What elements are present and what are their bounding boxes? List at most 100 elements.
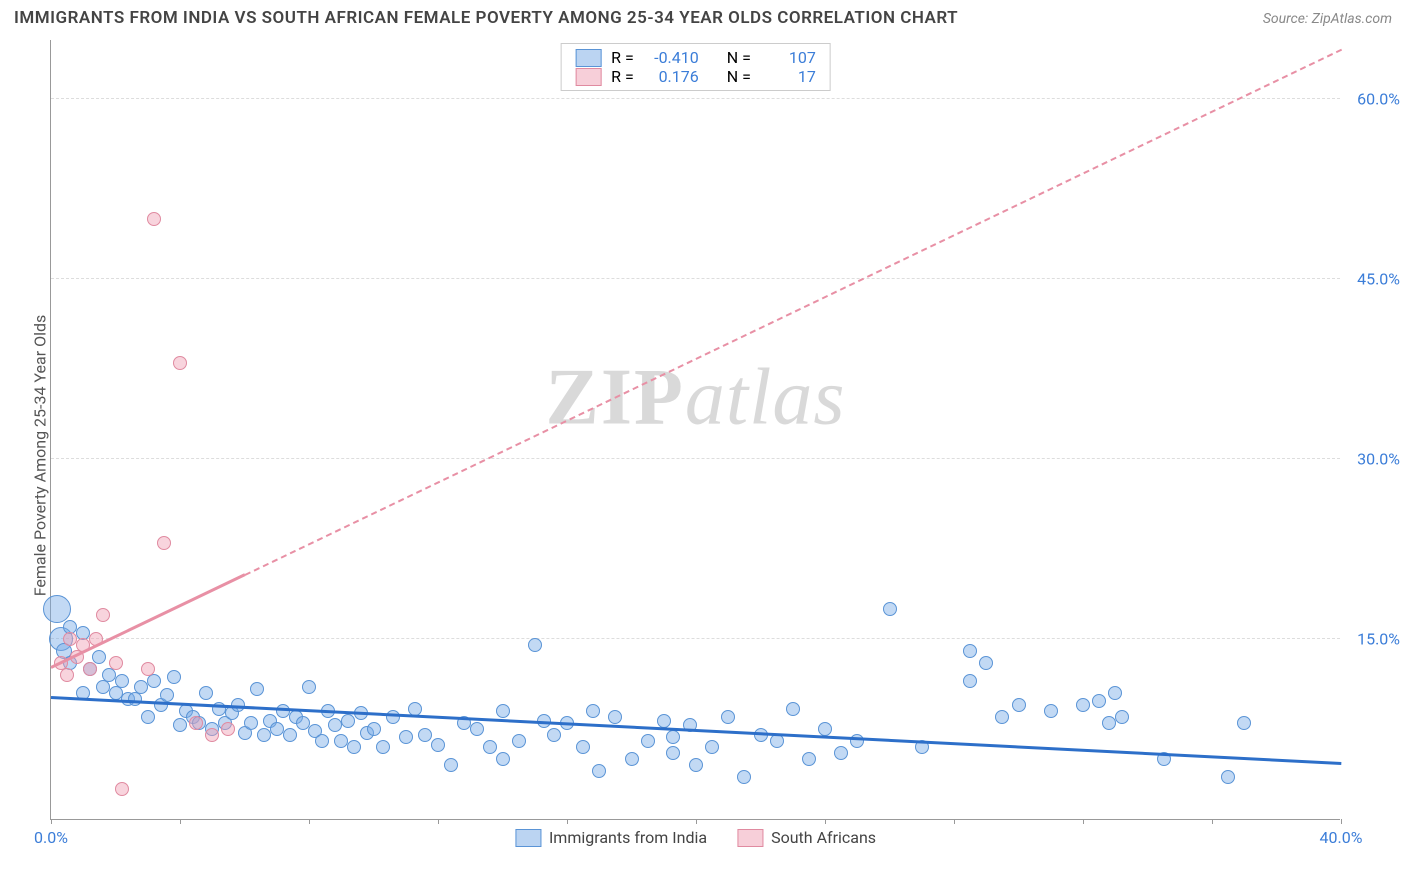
n-label: N = bbox=[727, 67, 751, 86]
x-tick bbox=[567, 819, 568, 824]
bottom-swatch-pink bbox=[737, 829, 763, 847]
scatter-point bbox=[576, 740, 590, 754]
scatter-point bbox=[1237, 716, 1251, 730]
scatter-point bbox=[496, 752, 510, 766]
x-tick bbox=[309, 819, 310, 824]
scatter-point bbox=[141, 662, 155, 676]
scatter-point bbox=[347, 740, 361, 754]
plot-area: ZIPatlas R = -0.410 N = 107 R = 0.176 N … bbox=[50, 40, 1340, 820]
scatter-point bbox=[270, 722, 284, 736]
scatter-point bbox=[1012, 698, 1026, 712]
scatter-point bbox=[173, 718, 187, 732]
scatter-point bbox=[102, 668, 116, 682]
scatter-point bbox=[963, 644, 977, 658]
y-tick-label: 45.0% bbox=[1357, 270, 1400, 289]
r-value-pink: 0.176 bbox=[644, 67, 699, 86]
scatter-point bbox=[173, 356, 187, 370]
legend-swatch-blue bbox=[575, 49, 601, 67]
x-tick bbox=[1341, 819, 1342, 824]
scatter-point bbox=[334, 734, 348, 748]
scatter-point bbox=[386, 710, 400, 724]
scatter-point bbox=[963, 674, 977, 688]
x-tick-label: 0.0% bbox=[34, 828, 68, 847]
scatter-point bbox=[444, 758, 458, 772]
scatter-point bbox=[96, 608, 110, 622]
scatter-point bbox=[367, 722, 381, 736]
scatter-point bbox=[141, 710, 155, 724]
scatter-point bbox=[666, 730, 680, 744]
gridline bbox=[51, 98, 1340, 99]
scatter-point bbox=[109, 686, 123, 700]
scatter-point bbox=[250, 682, 264, 696]
bottom-legend-label-pink: South Africans bbox=[771, 828, 876, 847]
stats-legend-row-pink: R = 0.176 N = 17 bbox=[575, 67, 816, 86]
scatter-point bbox=[257, 728, 271, 742]
scatter-point bbox=[721, 710, 735, 724]
scatter-point bbox=[399, 730, 413, 744]
scatter-point bbox=[147, 674, 161, 688]
x-tick bbox=[51, 819, 52, 824]
scatter-point bbox=[737, 770, 751, 784]
scatter-point bbox=[376, 740, 390, 754]
scatter-point bbox=[1092, 694, 1106, 708]
x-tick bbox=[696, 819, 697, 824]
scatter-point bbox=[43, 595, 71, 623]
scatter-point bbox=[1108, 686, 1122, 700]
trendline bbox=[244, 49, 1341, 576]
bottom-legend-label-blue: Immigrants from India bbox=[549, 828, 707, 847]
scatter-point bbox=[63, 632, 77, 646]
scatter-point bbox=[96, 680, 110, 694]
chart-container: IMMIGRANTS FROM INDIA VS SOUTH AFRICAN F… bbox=[0, 0, 1406, 892]
scatter-point bbox=[431, 738, 445, 752]
bottom-legend: Immigrants from India South Africans bbox=[515, 828, 876, 847]
scatter-point bbox=[786, 702, 800, 716]
scatter-point bbox=[834, 746, 848, 760]
n-value-blue: 107 bbox=[761, 48, 816, 67]
scatter-point bbox=[341, 714, 355, 728]
bottom-swatch-blue bbox=[515, 829, 541, 847]
scatter-point bbox=[995, 710, 1009, 724]
y-tick-label: 60.0% bbox=[1357, 90, 1400, 109]
scatter-point bbox=[244, 716, 258, 730]
n-value-pink: 17 bbox=[761, 67, 816, 86]
x-tick bbox=[825, 819, 826, 824]
scatter-point bbox=[705, 740, 719, 754]
scatter-point bbox=[128, 692, 142, 706]
scatter-point bbox=[528, 638, 542, 652]
scatter-point bbox=[689, 758, 703, 772]
scatter-point bbox=[1044, 704, 1058, 718]
y-tick-label: 30.0% bbox=[1357, 450, 1400, 469]
n-label: N = bbox=[727, 48, 751, 67]
r-label: R = bbox=[611, 48, 634, 67]
scatter-point bbox=[608, 710, 622, 724]
scatter-point bbox=[1115, 710, 1129, 724]
scatter-point bbox=[818, 722, 832, 736]
scatter-point bbox=[496, 704, 510, 718]
scatter-point bbox=[483, 740, 497, 754]
scatter-point bbox=[160, 688, 174, 702]
scatter-point bbox=[470, 722, 484, 736]
scatter-point bbox=[979, 656, 993, 670]
x-tick bbox=[954, 819, 955, 824]
gridline bbox=[51, 458, 1340, 459]
chart-title: IMMIGRANTS FROM INDIA VS SOUTH AFRICAN F… bbox=[14, 8, 958, 28]
scatter-point bbox=[115, 782, 129, 796]
x-tick bbox=[438, 819, 439, 824]
scatter-point bbox=[418, 728, 432, 742]
scatter-point bbox=[205, 728, 219, 742]
source-attribution: Source: ZipAtlas.com bbox=[1263, 11, 1392, 27]
y-axis-label: Female Poverty Among 25-34 Year Olds bbox=[31, 276, 50, 636]
y-tick-label: 15.0% bbox=[1357, 630, 1400, 649]
scatter-point bbox=[302, 680, 316, 694]
scatter-point bbox=[134, 680, 148, 694]
scatter-point bbox=[1102, 716, 1116, 730]
x-tick bbox=[180, 819, 181, 824]
scatter-point bbox=[315, 734, 329, 748]
scatter-point bbox=[221, 722, 235, 736]
scatter-point bbox=[60, 668, 74, 682]
scatter-point bbox=[1221, 770, 1235, 784]
scatter-point bbox=[328, 718, 342, 732]
scatter-point bbox=[92, 650, 106, 664]
scatter-point bbox=[586, 704, 600, 718]
trendline bbox=[50, 573, 245, 668]
